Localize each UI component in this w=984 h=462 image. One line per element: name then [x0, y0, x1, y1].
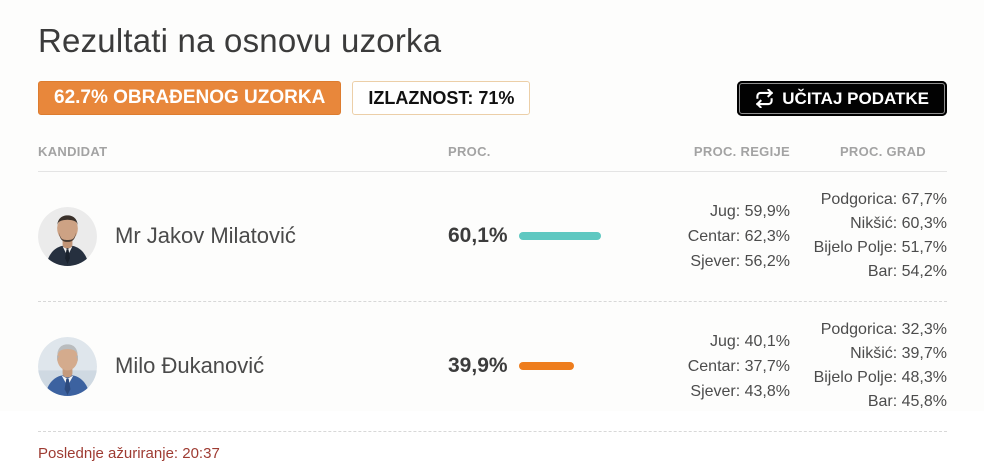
results-table: KANDIDAT PROC. PROC. REGIJE PROC. GRAD: [38, 144, 947, 432]
regions-cell: Jug: 40,1% Centar: 37,7% Sjever: 43,8%: [618, 329, 790, 404]
city-stat: Nikšić: 39,7%: [850, 345, 947, 362]
cities-cell: Podgorica: 67,7% Nikšić: 60,3% Bijelo Po…: [790, 188, 947, 284]
percent-cell: 39,9%: [448, 354, 618, 378]
candidate-name: Mr Jakov Milatović: [115, 223, 296, 248]
header-candidate: KANDIDAT: [38, 144, 108, 159]
city-stat: Nikšić: 60,3%: [850, 215, 947, 232]
reload-button-label: UČITAJ PODATKE: [782, 88, 929, 108]
reload-icon: [755, 89, 774, 108]
city-stat: Bar: 45,8%: [867, 393, 947, 410]
percent-bar: [518, 232, 601, 240]
city-stat: Podgorica: 32,3%: [820, 321, 947, 338]
city-stat: Bijelo Polje: 48,3%: [813, 369, 947, 386]
region-stat: Jug: 40,1%: [709, 332, 790, 350]
last-update-note: Poslednje ažuriranje: 20:37: [38, 445, 220, 462]
header-percent: PROC.: [448, 144, 491, 159]
cities-cell: Podgorica: 32,3% Nikšić: 39,7% Bijelo Po…: [790, 318, 947, 414]
status-badges-row: 62.7% OBRAĐENOG UZORKA IZLAZNOST: 71% UČ…: [38, 81, 947, 116]
percent-cell: 60,1%: [448, 224, 618, 248]
region-stat: Centar: 37,7%: [687, 357, 790, 375]
candidate-avatar: [38, 336, 97, 396]
header-regions: PROC. REGIJE: [693, 144, 790, 159]
city-stat: Bar: 54,2%: [867, 263, 947, 280]
region-stat: Sjever: 43,8%: [690, 382, 790, 400]
region-stat: Sjever: 56,2%: [690, 252, 790, 270]
candidate-name: Milo Đukanović: [115, 353, 265, 378]
candidate-avatar: [38, 206, 97, 266]
table-header-row: KANDIDAT PROC. PROC. REGIJE PROC. GRAD: [38, 144, 947, 172]
percent-value: 39,9%: [448, 354, 508, 377]
table-row: Milo Đukanović 39,9% Jug: 40,1% Centar: …: [38, 302, 947, 432]
regions-cell: Jug: 59,9% Centar: 62,3% Sjever: 56,2%: [618, 199, 790, 274]
region-stat: Jug: 59,9%: [709, 202, 790, 220]
table-row: Mr Jakov Milatović 60,1% Jug: 59,9% Cent…: [38, 172, 947, 302]
header-cities: PROC. GRAD: [839, 144, 926, 159]
candidate-cell: Milo Đukanović: [38, 336, 448, 396]
processed-sample-badge: 62.7% OBRAĐENOG UZORKA: [38, 81, 342, 115]
percent-value: 60,1%: [448, 224, 508, 247]
candidate-cell: Mr Jakov Milatović: [38, 206, 448, 266]
page-title: Rezultati na osnovu uzorka: [38, 22, 442, 59]
turnout-badge: IZLAZNOST: 71%: [352, 81, 531, 115]
percent-bar: [518, 362, 574, 370]
region-stat: Centar: 62,3%: [687, 227, 790, 245]
reload-data-button[interactable]: UČITAJ PODATKE: [737, 81, 947, 116]
city-stat: Bijelo Polje: 51,7%: [813, 239, 947, 256]
city-stat: Podgorica: 67,7%: [820, 191, 947, 208]
